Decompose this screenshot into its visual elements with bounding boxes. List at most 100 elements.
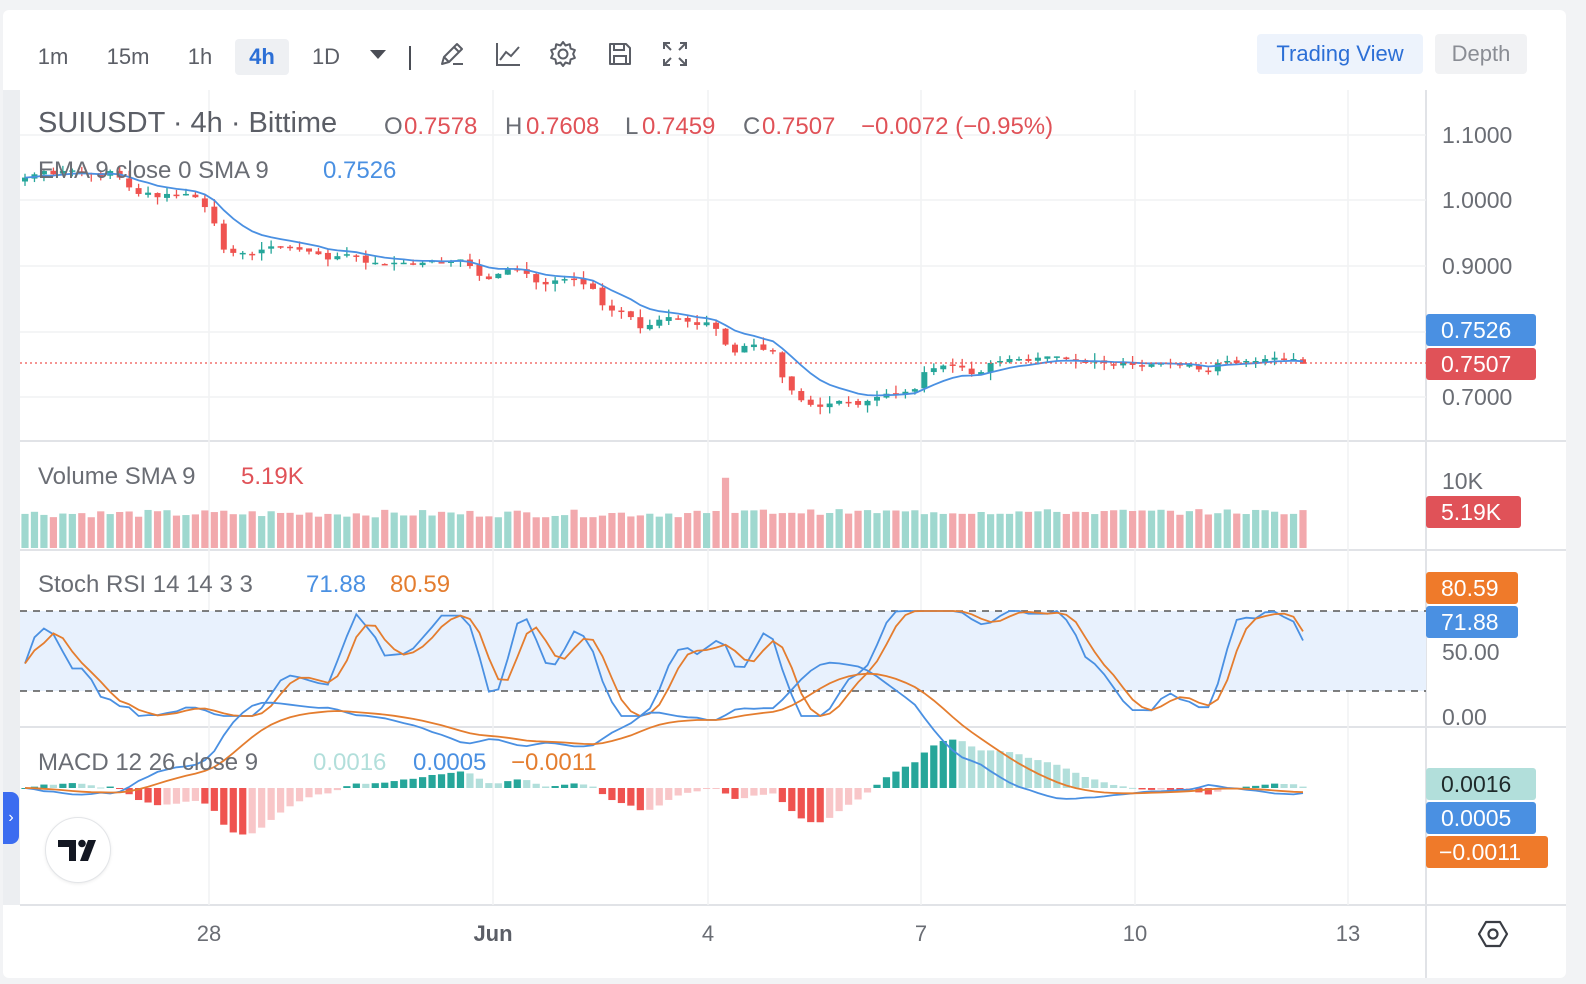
macd-hist-bar <box>97 787 105 789</box>
candle <box>1262 355 1269 366</box>
volume-bar <box>845 513 853 548</box>
volume-badge-bg <box>1426 496 1521 528</box>
timeframe-4h[interactable]: 4h <box>235 39 289 75</box>
chevron-down-icon[interactable] <box>361 37 395 71</box>
macd-hist-bar <box>220 788 228 825</box>
time-tick: 13 <box>1336 921 1360 946</box>
volume-bar <box>674 517 682 548</box>
volume-tick: 10K <box>1442 468 1484 494</box>
macd-hist-bar <box>1271 783 1279 788</box>
timeframe-15m[interactable]: 15m <box>106 44 150 69</box>
time-axis[interactable]: 28 Jun 4 7 10 13 <box>197 921 1360 946</box>
depth-button[interactable]: Depth <box>1435 34 1527 74</box>
candle <box>78 166 85 177</box>
macd-hist-bar <box>693 788 701 792</box>
volume-bar <box>551 515 559 548</box>
macd-hist-bar <box>863 788 872 793</box>
volume-bar <box>229 514 237 548</box>
candle <box>239 251 246 260</box>
macd-hist-bar <box>807 788 815 823</box>
candle <box>277 246 284 249</box>
fullscreen-icon[interactable] <box>658 37 692 71</box>
macd-legend-hist: 0.0016 <box>313 749 386 776</box>
macd-hist-bar <box>551 786 559 788</box>
volume-bar <box>248 511 256 548</box>
timeframe-1m[interactable]: 1m <box>37 44 69 69</box>
candle <box>495 273 502 279</box>
volume-bar <box>381 509 389 548</box>
tradingview-logo-icon[interactable] <box>45 817 111 883</box>
volume-bar <box>731 512 739 548</box>
macd-hist-bar <box>116 788 124 789</box>
volume-bar <box>68 513 76 548</box>
volume-bar <box>873 513 881 548</box>
volume-bar <box>277 512 285 548</box>
volume-bar <box>1024 511 1033 548</box>
volume-bar <box>1185 511 1193 548</box>
macd-hist-bar <box>513 779 521 788</box>
candle <box>1205 367 1212 375</box>
price-axis[interactable]: 1.1000 1.0000 0.9000 0.7000 <box>1442 122 1512 410</box>
trading-view-button[interactable]: Trading View <box>1257 34 1423 74</box>
candle <box>1281 352 1288 361</box>
volume-bar <box>958 513 966 548</box>
macd-hist-bar <box>1289 784 1298 788</box>
volume-bar <box>40 514 48 548</box>
volume-bar <box>930 512 938 548</box>
macd-hist-bar <box>248 788 256 834</box>
close-value: 0.7507 <box>762 113 835 140</box>
pencil-icon[interactable] <box>435 37 469 71</box>
line-chart-icon[interactable] <box>491 37 525 71</box>
timeframe-1h[interactable]: 1h <box>187 44 213 69</box>
macd-hist-bar <box>1072 772 1080 788</box>
volume-bar <box>1233 513 1241 548</box>
macd-hist-bar <box>759 788 767 795</box>
candle <box>211 199 218 226</box>
macd-hist-bar <box>447 772 455 788</box>
candle <box>201 195 208 213</box>
candle <box>930 363 937 376</box>
timeframe-1d[interactable]: 1D <box>311 44 341 69</box>
chart-canvas[interactable]: SUIUSDT · 4h · Bittime O 0.7578 H 0.7608… <box>3 10 1566 978</box>
volume-bar <box>740 510 749 548</box>
macd-hist-bar <box>352 783 360 788</box>
macd-hist-bar <box>456 771 465 788</box>
candle <box>997 356 1004 367</box>
macd-hist-bar <box>542 786 550 788</box>
ema-price-badge-bg <box>1426 314 1536 346</box>
ema-legend-value: 0.7526 <box>323 157 396 184</box>
candle <box>940 364 947 373</box>
macd-hist-bar <box>901 766 909 788</box>
macd-histogram <box>21 739 1307 835</box>
macd-hist-bar <box>1129 787 1137 789</box>
macd-hist-bar <box>390 781 398 788</box>
candle <box>381 263 388 266</box>
candle <box>1110 361 1117 370</box>
volume-badge: 5.19K <box>1441 499 1502 525</box>
gear-icon[interactable] <box>546 37 580 71</box>
volume-bar <box>513 510 521 548</box>
symbol-legend: SUIUSDT · 4h · Bittime <box>38 107 337 139</box>
candle <box>864 399 871 413</box>
volume-bar <box>258 516 266 548</box>
macd-hist-bar <box>1166 788 1175 790</box>
volume-bar <box>911 510 919 548</box>
volume-bar <box>116 511 124 548</box>
volume-bar <box>485 516 493 548</box>
volume-bar <box>570 509 578 548</box>
left-scroll-strip[interactable] <box>3 90 20 905</box>
candle <box>1224 355 1231 365</box>
candle <box>1025 354 1032 363</box>
chart-settings-icon[interactable] <box>1476 917 1510 951</box>
volume-bar <box>1157 509 1165 548</box>
macd-hist-bar <box>362 783 370 788</box>
stoch-legend-label: Stoch RSI 14 14 3 3 <box>38 571 253 598</box>
macd-hist-bar <box>561 784 569 788</box>
save-icon[interactable] <box>603 37 637 71</box>
candlestick-series <box>22 165 1306 415</box>
volume-bar <box>125 511 133 548</box>
volume-bar <box>598 515 607 548</box>
sidebar-expand-handle[interactable]: › <box>3 792 19 844</box>
macd-hist-bar <box>703 788 711 789</box>
candle <box>684 316 691 328</box>
